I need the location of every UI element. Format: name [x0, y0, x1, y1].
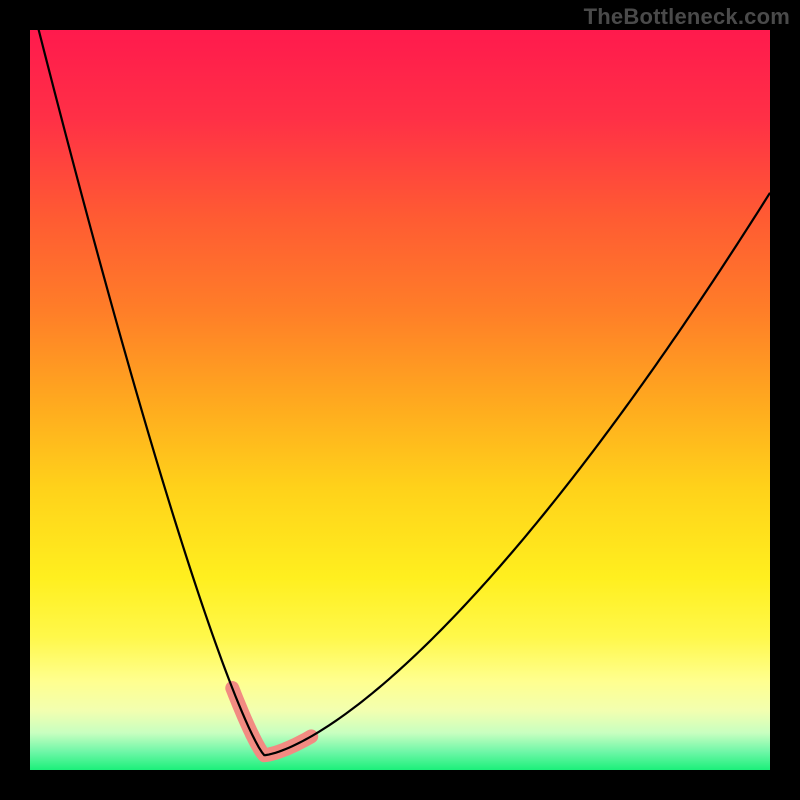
bottleneck-chart [0, 0, 800, 800]
chart-container: TheBottleneck.com [0, 0, 800, 800]
watermark-text: TheBottleneck.com [584, 4, 790, 30]
plot-background [30, 30, 770, 770]
